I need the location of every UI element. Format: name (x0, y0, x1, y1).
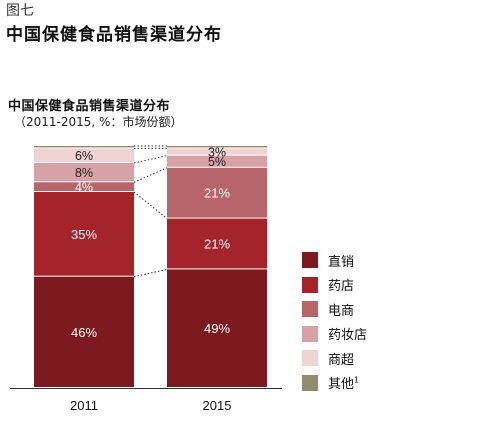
legend-swatch (302, 350, 318, 367)
data-label-2015-直销: 49% (204, 321, 230, 336)
connector-line (133, 155, 168, 164)
legend-swatch (302, 374, 318, 391)
data-label-2011-药店: 35% (71, 227, 97, 242)
category-label-2015: 2015 (203, 398, 232, 413)
data-label-2015-商超: 3% (208, 146, 226, 160)
bar-segment-2015-商超 (167, 148, 267, 155)
legend-item-其他: 其他1 (302, 371, 367, 396)
legend-label: 直销 (328, 254, 355, 270)
bar-segment-2011-商超 (34, 148, 134, 162)
legend-swatch (302, 252, 318, 269)
bar-segment-2011-电商 (34, 182, 134, 191)
figure-label: 图七 (6, 3, 34, 19)
bar-segment-2015-药妆店 (167, 155, 267, 167)
bar-segment-2015-直销 (167, 269, 267, 387)
connector-line (133, 191, 168, 219)
data-label-2015-药店: 21% (204, 237, 230, 252)
bar-segment-2015-其他 (167, 146, 267, 148)
legend-item-直销: 直销 (302, 248, 367, 273)
data-label-2011-电商: 4% (75, 181, 93, 195)
bar-segment-2011-药店 (34, 191, 134, 276)
legend-swatch (302, 325, 318, 342)
connector-line (133, 167, 168, 183)
legend-swatch (302, 301, 318, 318)
legend-label: 其他1 (328, 375, 360, 393)
bar-segment-2015-药店 (167, 218, 267, 269)
legend-item-药妆店: 药妆店 (302, 322, 367, 347)
bar-segment-2011-直销 (34, 276, 134, 387)
legend-item-商超: 商超 (302, 346, 367, 371)
legend-item-药店: 药店 (302, 273, 367, 298)
bar-segment-2015-电商 (167, 167, 267, 218)
legend-label: 药妆店 (328, 328, 368, 344)
data-label-2015-药妆店: 5% (208, 155, 226, 169)
chart-legend: 直销药店电商药妆店商超其他1 (302, 248, 367, 395)
legend-swatch (302, 276, 318, 293)
data-label-2011-直销: 46% (71, 325, 97, 340)
bar-segment-2011-药妆店 (34, 162, 134, 182)
legend-label: 电商 (328, 303, 355, 319)
page-title: 中国保健食品销售渠道分布 (6, 25, 222, 45)
data-label-2015-电商: 21% (204, 186, 230, 201)
bar-segment-2011-其他 (34, 146, 134, 148)
data-label-2011-药妆店: 8% (75, 166, 93, 180)
connector-line (133, 268, 168, 278)
chart-subtitle: （2011-2015, %：市场份额） (14, 115, 183, 129)
category-label-2011: 2011 (70, 398, 98, 413)
legend-label: 商超 (328, 352, 355, 368)
legend-label: 药店 (328, 279, 355, 295)
data-label-2011-商超: 6% (75, 149, 93, 163)
chart-title: 中国保健食品销售渠道分布 (8, 99, 171, 114)
legend-item-电商: 电商 (302, 297, 367, 322)
